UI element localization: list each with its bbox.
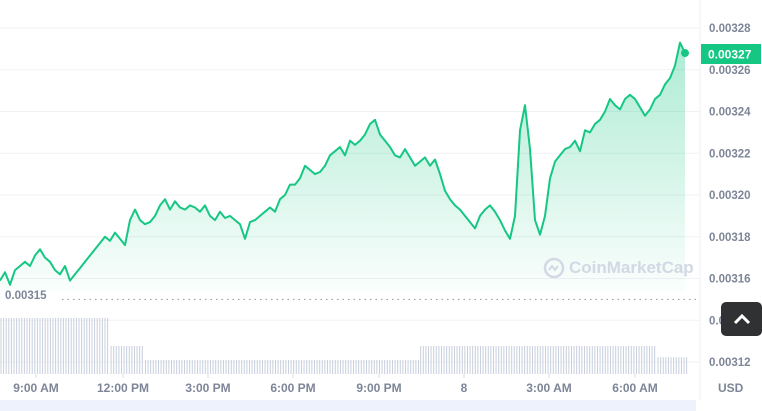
last-price-dot	[681, 49, 689, 58]
y-tick-label: 0.00328	[709, 23, 751, 35]
y-tick-label: 0.00316	[709, 274, 751, 286]
x-axis: 9:00 AM 12:00 PM 3:00 PM 6:00 PM 9:00 PM 8 3:0…	[13, 374, 658, 395]
x-tick-label: 3:00 PM	[185, 381, 230, 395]
y-tick-label: 0.00326	[709, 65, 751, 77]
x-tick-label: 3:00 AM	[526, 381, 572, 395]
volume-bars	[0, 318, 688, 374]
x-tick-label: 6:00 AM	[612, 381, 658, 395]
current-price-label: 0.00327	[708, 48, 752, 62]
y-tick-label: 0.00322	[709, 148, 751, 160]
currency-label: USD	[718, 381, 744, 395]
x-tick-label: 8	[461, 381, 468, 395]
coinmarketcap-logo-icon	[543, 257, 565, 279]
x-tick-label: 9:00 AM	[13, 381, 59, 395]
watermark: CoinMarketCap	[543, 257, 694, 279]
price-area	[0, 42, 685, 292]
current-price-badge	[701, 44, 761, 64]
x-tick-label: 9:00 PM	[356, 381, 401, 395]
y-tick-label: 0.00318	[709, 232, 751, 244]
x-tick-label: 6:00 PM	[270, 381, 315, 395]
watermark-text: CoinMarketCap	[569, 258, 694, 277]
x-tick-label: 12:00 PM	[97, 381, 149, 395]
range-navigator[interactable]	[0, 400, 696, 411]
baseline-label: 0.00315	[5, 290, 47, 302]
y-tick-label: 0.00312	[709, 357, 751, 369]
chevron-up-icon	[733, 313, 750, 325]
price-line	[0, 41, 686, 286]
y-tick-label: 0.00320	[709, 190, 751, 202]
scroll-to-top-button[interactable]	[721, 302, 762, 336]
y-tick-label: 0.00324	[709, 107, 751, 119]
